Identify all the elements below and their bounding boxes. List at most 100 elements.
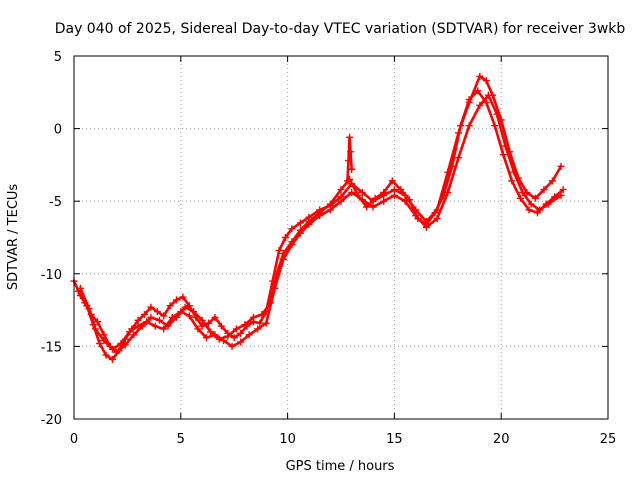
data-point-track-1 bbox=[140, 310, 148, 318]
data-point-track-1 bbox=[153, 308, 161, 316]
data-point-track-3 bbox=[224, 332, 232, 340]
data-point-track-3 bbox=[74, 287, 82, 295]
y-axis-label: SDTVAR / TECUs bbox=[6, 184, 21, 291]
data-point-track-2 bbox=[476, 101, 484, 109]
data-point-track-3 bbox=[414, 215, 422, 223]
data-point-track-3 bbox=[181, 303, 189, 311]
data-point-track-2 bbox=[262, 319, 270, 327]
data-point-track-3 bbox=[121, 341, 129, 349]
data-point-track-3 bbox=[155, 316, 163, 324]
data-point-track-2 bbox=[117, 339, 125, 347]
data-point-track-3 bbox=[440, 191, 448, 199]
data-point-track-2 bbox=[390, 191, 398, 199]
data-point-track-3 bbox=[296, 226, 304, 234]
y-tick-label: -10 bbox=[41, 268, 62, 283]
data-point-track-2 bbox=[337, 197, 345, 205]
data-point-track-3 bbox=[474, 87, 482, 95]
data-point-track-3 bbox=[207, 328, 215, 336]
tick-marks bbox=[73, 55, 609, 420]
data-point-track-1 bbox=[275, 247, 283, 255]
data-point-track-3 bbox=[249, 313, 257, 321]
data-point-track-1 bbox=[166, 302, 174, 310]
data-point-track-1 bbox=[482, 77, 490, 85]
data-point-track-3 bbox=[551, 193, 559, 201]
data-point-track-3 bbox=[305, 218, 313, 226]
data-point-track-3 bbox=[87, 310, 95, 318]
data-point-track-2 bbox=[194, 325, 202, 333]
data-point-track-1 bbox=[173, 296, 181, 304]
data-point-track-2 bbox=[126, 328, 134, 336]
data-point-track-3 bbox=[316, 209, 324, 217]
data-point-track-3 bbox=[241, 321, 249, 329]
data-point-track-3 bbox=[164, 322, 172, 330]
data-point-track-2 bbox=[228, 342, 236, 350]
data-point-track-1 bbox=[217, 322, 225, 330]
data-point-track-3 bbox=[499, 151, 507, 159]
data-point-track-2 bbox=[433, 215, 441, 223]
y-tick-label: -15 bbox=[41, 340, 62, 355]
data-point-track-3 bbox=[448, 162, 456, 170]
data-point-track-2 bbox=[454, 154, 462, 162]
y-tick-label: 0 bbox=[54, 123, 62, 138]
data-point-track-3 bbox=[542, 200, 550, 208]
data-point-track-1 bbox=[557, 162, 565, 170]
series-track-2 bbox=[79, 93, 563, 351]
data-point-spike bbox=[347, 148, 355, 156]
data-point-track-3 bbox=[258, 310, 266, 318]
x-tick-label: 10 bbox=[279, 432, 296, 447]
data-point-track-3 bbox=[232, 325, 240, 333]
data-point-track-1 bbox=[147, 303, 155, 311]
data-point-track-3 bbox=[100, 331, 108, 339]
data-point-spike bbox=[346, 133, 354, 141]
plot-frame bbox=[73, 55, 609, 420]
data-point-track-2 bbox=[160, 325, 168, 333]
data-point-track-3 bbox=[559, 186, 567, 194]
data-point-track-2 bbox=[501, 142, 509, 150]
data-point-track-1 bbox=[108, 355, 116, 363]
series-layer bbox=[70, 72, 567, 363]
data-point-spike bbox=[343, 177, 351, 185]
data-point-track-1 bbox=[102, 351, 110, 359]
data-point-track-1 bbox=[476, 72, 484, 80]
data-point-track-3 bbox=[138, 322, 146, 330]
data-point-track-3 bbox=[326, 200, 334, 208]
data-point-track-3 bbox=[397, 186, 405, 194]
data-point-track-3 bbox=[337, 186, 345, 194]
x-axis-label: GPS time / hours bbox=[286, 459, 395, 474]
data-point-track-3 bbox=[267, 299, 275, 307]
data-point-track-1 bbox=[160, 312, 168, 320]
data-point-track-3 bbox=[465, 96, 473, 104]
data-point-track-3 bbox=[198, 316, 206, 324]
x-tick-label: 15 bbox=[386, 432, 403, 447]
x-tick-labels: 0 5 10 15 20 25 bbox=[70, 432, 616, 447]
x-tick-label: 25 bbox=[600, 432, 617, 447]
data-point-track-3 bbox=[525, 206, 533, 214]
data-point-track-2 bbox=[465, 122, 473, 130]
data-point-track-1 bbox=[96, 339, 104, 347]
data-point-track-1 bbox=[548, 177, 556, 185]
data-point-track-1 bbox=[531, 194, 539, 202]
series-track-3 bbox=[77, 89, 565, 354]
data-point-track-3 bbox=[516, 194, 524, 202]
data-point-track-3 bbox=[113, 348, 121, 356]
data-point-track-3 bbox=[147, 313, 155, 321]
data-point-track-3 bbox=[106, 342, 114, 350]
data-point-track-1 bbox=[237, 329, 245, 337]
data-point-spike bbox=[344, 157, 352, 165]
data-point-track-1 bbox=[205, 319, 213, 327]
data-point-track-3 bbox=[371, 194, 379, 202]
data-point-track-2 bbox=[91, 325, 99, 333]
data-point-track-3 bbox=[130, 331, 138, 339]
data-point-track-2 bbox=[510, 168, 518, 176]
data-point-track-2 bbox=[519, 188, 527, 196]
x-tick-label: 20 bbox=[493, 432, 510, 447]
data-point-track-2 bbox=[237, 338, 245, 346]
data-point-track-3 bbox=[482, 98, 490, 106]
grid bbox=[74, 56, 608, 419]
data-point-track-3 bbox=[279, 249, 287, 257]
data-point-track-2 bbox=[484, 91, 492, 99]
data-point-track-1 bbox=[230, 334, 238, 342]
data-point-track-3 bbox=[81, 299, 89, 307]
data-point-track-3 bbox=[273, 270, 281, 278]
